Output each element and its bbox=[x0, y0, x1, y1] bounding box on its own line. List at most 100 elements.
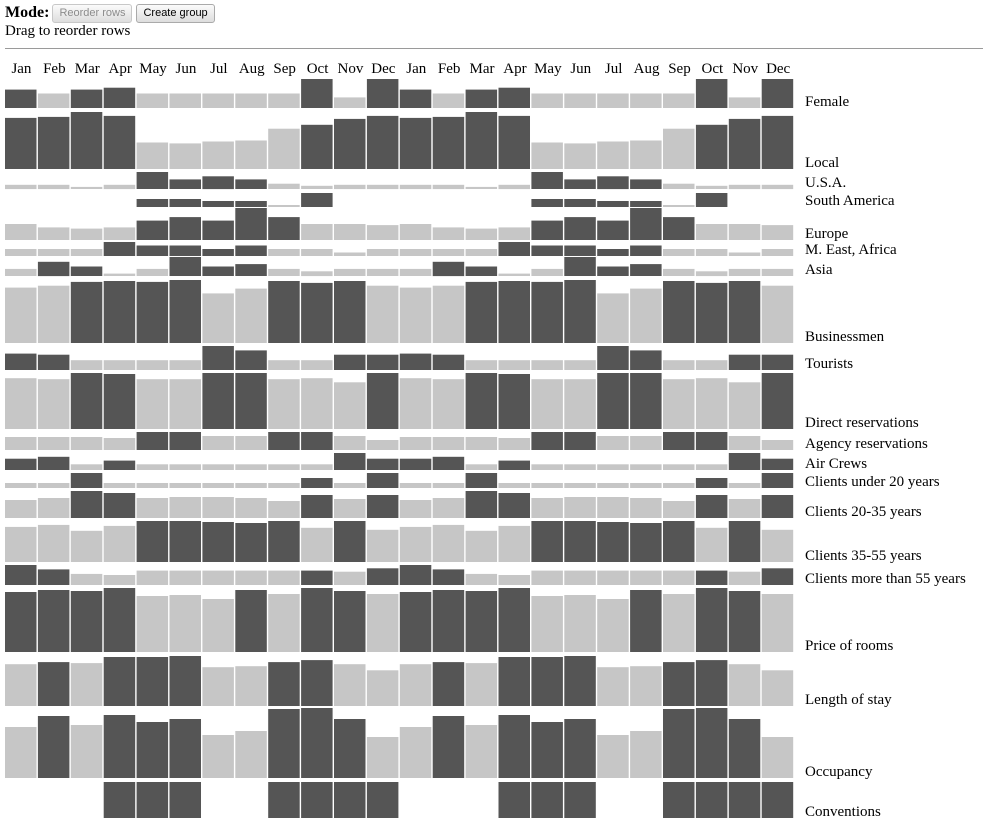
row-label-17[interactable]: Price of rooms bbox=[805, 638, 893, 654]
row-label-1[interactable]: Female bbox=[805, 94, 849, 110]
bar-row1-col3 bbox=[70, 89, 103, 108]
bar-row6-col2 bbox=[37, 249, 70, 256]
bar-row5-col1 bbox=[5, 224, 37, 240]
bar-row19-col24 bbox=[761, 737, 794, 778]
row-label-9[interactable]: Tourists bbox=[805, 356, 853, 372]
bar-row3-col8 bbox=[235, 179, 267, 189]
bar-row1-col4 bbox=[103, 87, 136, 108]
bar-row20-col11 bbox=[334, 782, 366, 818]
bar-row11-col14 bbox=[432, 437, 465, 450]
bar-row11-col8 bbox=[235, 436, 267, 450]
bar-row18-col11 bbox=[334, 664, 366, 706]
bar-row3-col7 bbox=[202, 176, 234, 190]
bar-row18-col4 bbox=[103, 657, 136, 706]
bar-row15-col22 bbox=[695, 527, 728, 562]
bar-row4-col21 bbox=[663, 205, 695, 207]
bar-row6-col8 bbox=[235, 245, 267, 256]
bar-row9-col15 bbox=[465, 360, 498, 370]
row-label-2[interactable]: Local bbox=[805, 155, 839, 171]
bar-row11-col2 bbox=[37, 437, 70, 450]
bar-row16-col7 bbox=[202, 570, 234, 585]
row-label-12[interactable]: Air Crews bbox=[805, 456, 867, 472]
bar-row2-col2 bbox=[37, 116, 70, 169]
bar-row16-col9 bbox=[268, 570, 300, 585]
bar-row2-col21 bbox=[663, 128, 695, 169]
row-label-4[interactable]: South America bbox=[805, 193, 895, 209]
bar-row14-col24 bbox=[761, 495, 794, 518]
bar-row14-col20 bbox=[630, 498, 662, 518]
row-label-15[interactable]: Clients 35-55 years bbox=[805, 548, 922, 564]
row-label-14[interactable]: Clients 20-35 years bbox=[805, 504, 922, 520]
bar-row15-col8 bbox=[235, 523, 267, 562]
bar-row19-col22 bbox=[695, 708, 728, 778]
bar-row18-col20 bbox=[630, 666, 662, 706]
bar-row17-col5 bbox=[136, 596, 169, 652]
bar-row11-col5 bbox=[136, 432, 169, 450]
bar-row11-col6 bbox=[169, 432, 201, 450]
bar-row13-col4 bbox=[103, 483, 136, 488]
row-label-10[interactable]: Direct reservations bbox=[805, 415, 919, 431]
bar-row14-col16 bbox=[498, 493, 530, 518]
row-label-16[interactable]: Clients more than 55 years bbox=[805, 571, 966, 587]
bar-row9-col13 bbox=[399, 353, 432, 370]
bar-row18-col14 bbox=[432, 662, 465, 706]
bar-row9-col2 bbox=[37, 354, 70, 370]
bar-row9-col1 bbox=[5, 353, 37, 370]
bar-row5-col16 bbox=[498, 227, 530, 240]
bar-row12-col1 bbox=[5, 458, 37, 470]
bar-row15-col3 bbox=[70, 530, 103, 562]
bar-row5-col19 bbox=[597, 220, 629, 240]
bar-row12-col17 bbox=[531, 464, 563, 470]
bar-row14-col4 bbox=[103, 493, 136, 518]
bar-row11-col22 bbox=[695, 432, 728, 450]
bar-row14-col22 bbox=[695, 495, 728, 518]
create-group-button[interactable]: Create group bbox=[136, 3, 215, 23]
bar-row19-col6 bbox=[169, 719, 201, 778]
bar-row16-col10 bbox=[301, 570, 333, 585]
row-label-6[interactable]: M. East, Africa bbox=[805, 242, 897, 258]
bar-row18-col1 bbox=[5, 664, 37, 706]
bar-row9-col6 bbox=[169, 360, 201, 370]
bar-row2-col10 bbox=[301, 124, 333, 169]
bar-row20-col24 bbox=[761, 782, 794, 818]
bar-row2-col13 bbox=[399, 117, 432, 169]
bar-row15-col18 bbox=[564, 521, 596, 562]
row-label-3[interactable]: U.S.A. bbox=[805, 175, 846, 191]
row-label-18[interactable]: Length of stay bbox=[805, 692, 892, 708]
bar-row19-col7 bbox=[202, 735, 234, 778]
month-label-12: Dec bbox=[371, 61, 395, 77]
bar-row16-col11 bbox=[334, 571, 366, 585]
row-label-8[interactable]: Businessmen bbox=[805, 329, 885, 345]
bar-row16-col22 bbox=[695, 570, 728, 585]
bar-row19-col2 bbox=[37, 716, 70, 778]
bar-row17-col4 bbox=[103, 588, 136, 652]
bar-row11-col18 bbox=[564, 432, 596, 450]
row-label-19[interactable]: Occupancy bbox=[805, 764, 873, 780]
bar-row7-col6 bbox=[169, 257, 201, 276]
row-label-7[interactable]: Asia bbox=[805, 262, 833, 278]
row-label-5[interactable]: Europe bbox=[805, 226, 849, 242]
bar-row2-col6 bbox=[169, 143, 201, 169]
bar-row9-col14 bbox=[432, 354, 465, 370]
bar-row8-col7 bbox=[202, 293, 234, 343]
row-label-13[interactable]: Clients under 20 years bbox=[805, 474, 940, 490]
bar-row15-col4 bbox=[103, 525, 136, 562]
bar-row8-col12 bbox=[366, 285, 399, 343]
row-label-20[interactable]: Conventions bbox=[805, 804, 881, 820]
bar-row7-col23 bbox=[728, 268, 761, 276]
bar-row6-col24 bbox=[761, 249, 794, 256]
bar-row6-col22 bbox=[695, 249, 728, 256]
bar-row4-col7 bbox=[202, 201, 234, 207]
bar-row18-col24 bbox=[761, 670, 794, 706]
bar-row1-col13 bbox=[399, 89, 432, 108]
reorder-rows-button[interactable]: Reorder rows bbox=[52, 3, 133, 23]
bar-row17-col3 bbox=[70, 591, 103, 652]
bar-row17-col21 bbox=[663, 594, 695, 652]
bar-row14-col19 bbox=[597, 497, 629, 518]
bar-row12-col5 bbox=[136, 464, 169, 470]
bar-row13-col15 bbox=[465, 473, 498, 488]
bar-row16-col19 bbox=[597, 570, 629, 585]
row-label-11[interactable]: Agency reservations bbox=[805, 436, 928, 452]
bar-row11-col19 bbox=[597, 436, 629, 450]
